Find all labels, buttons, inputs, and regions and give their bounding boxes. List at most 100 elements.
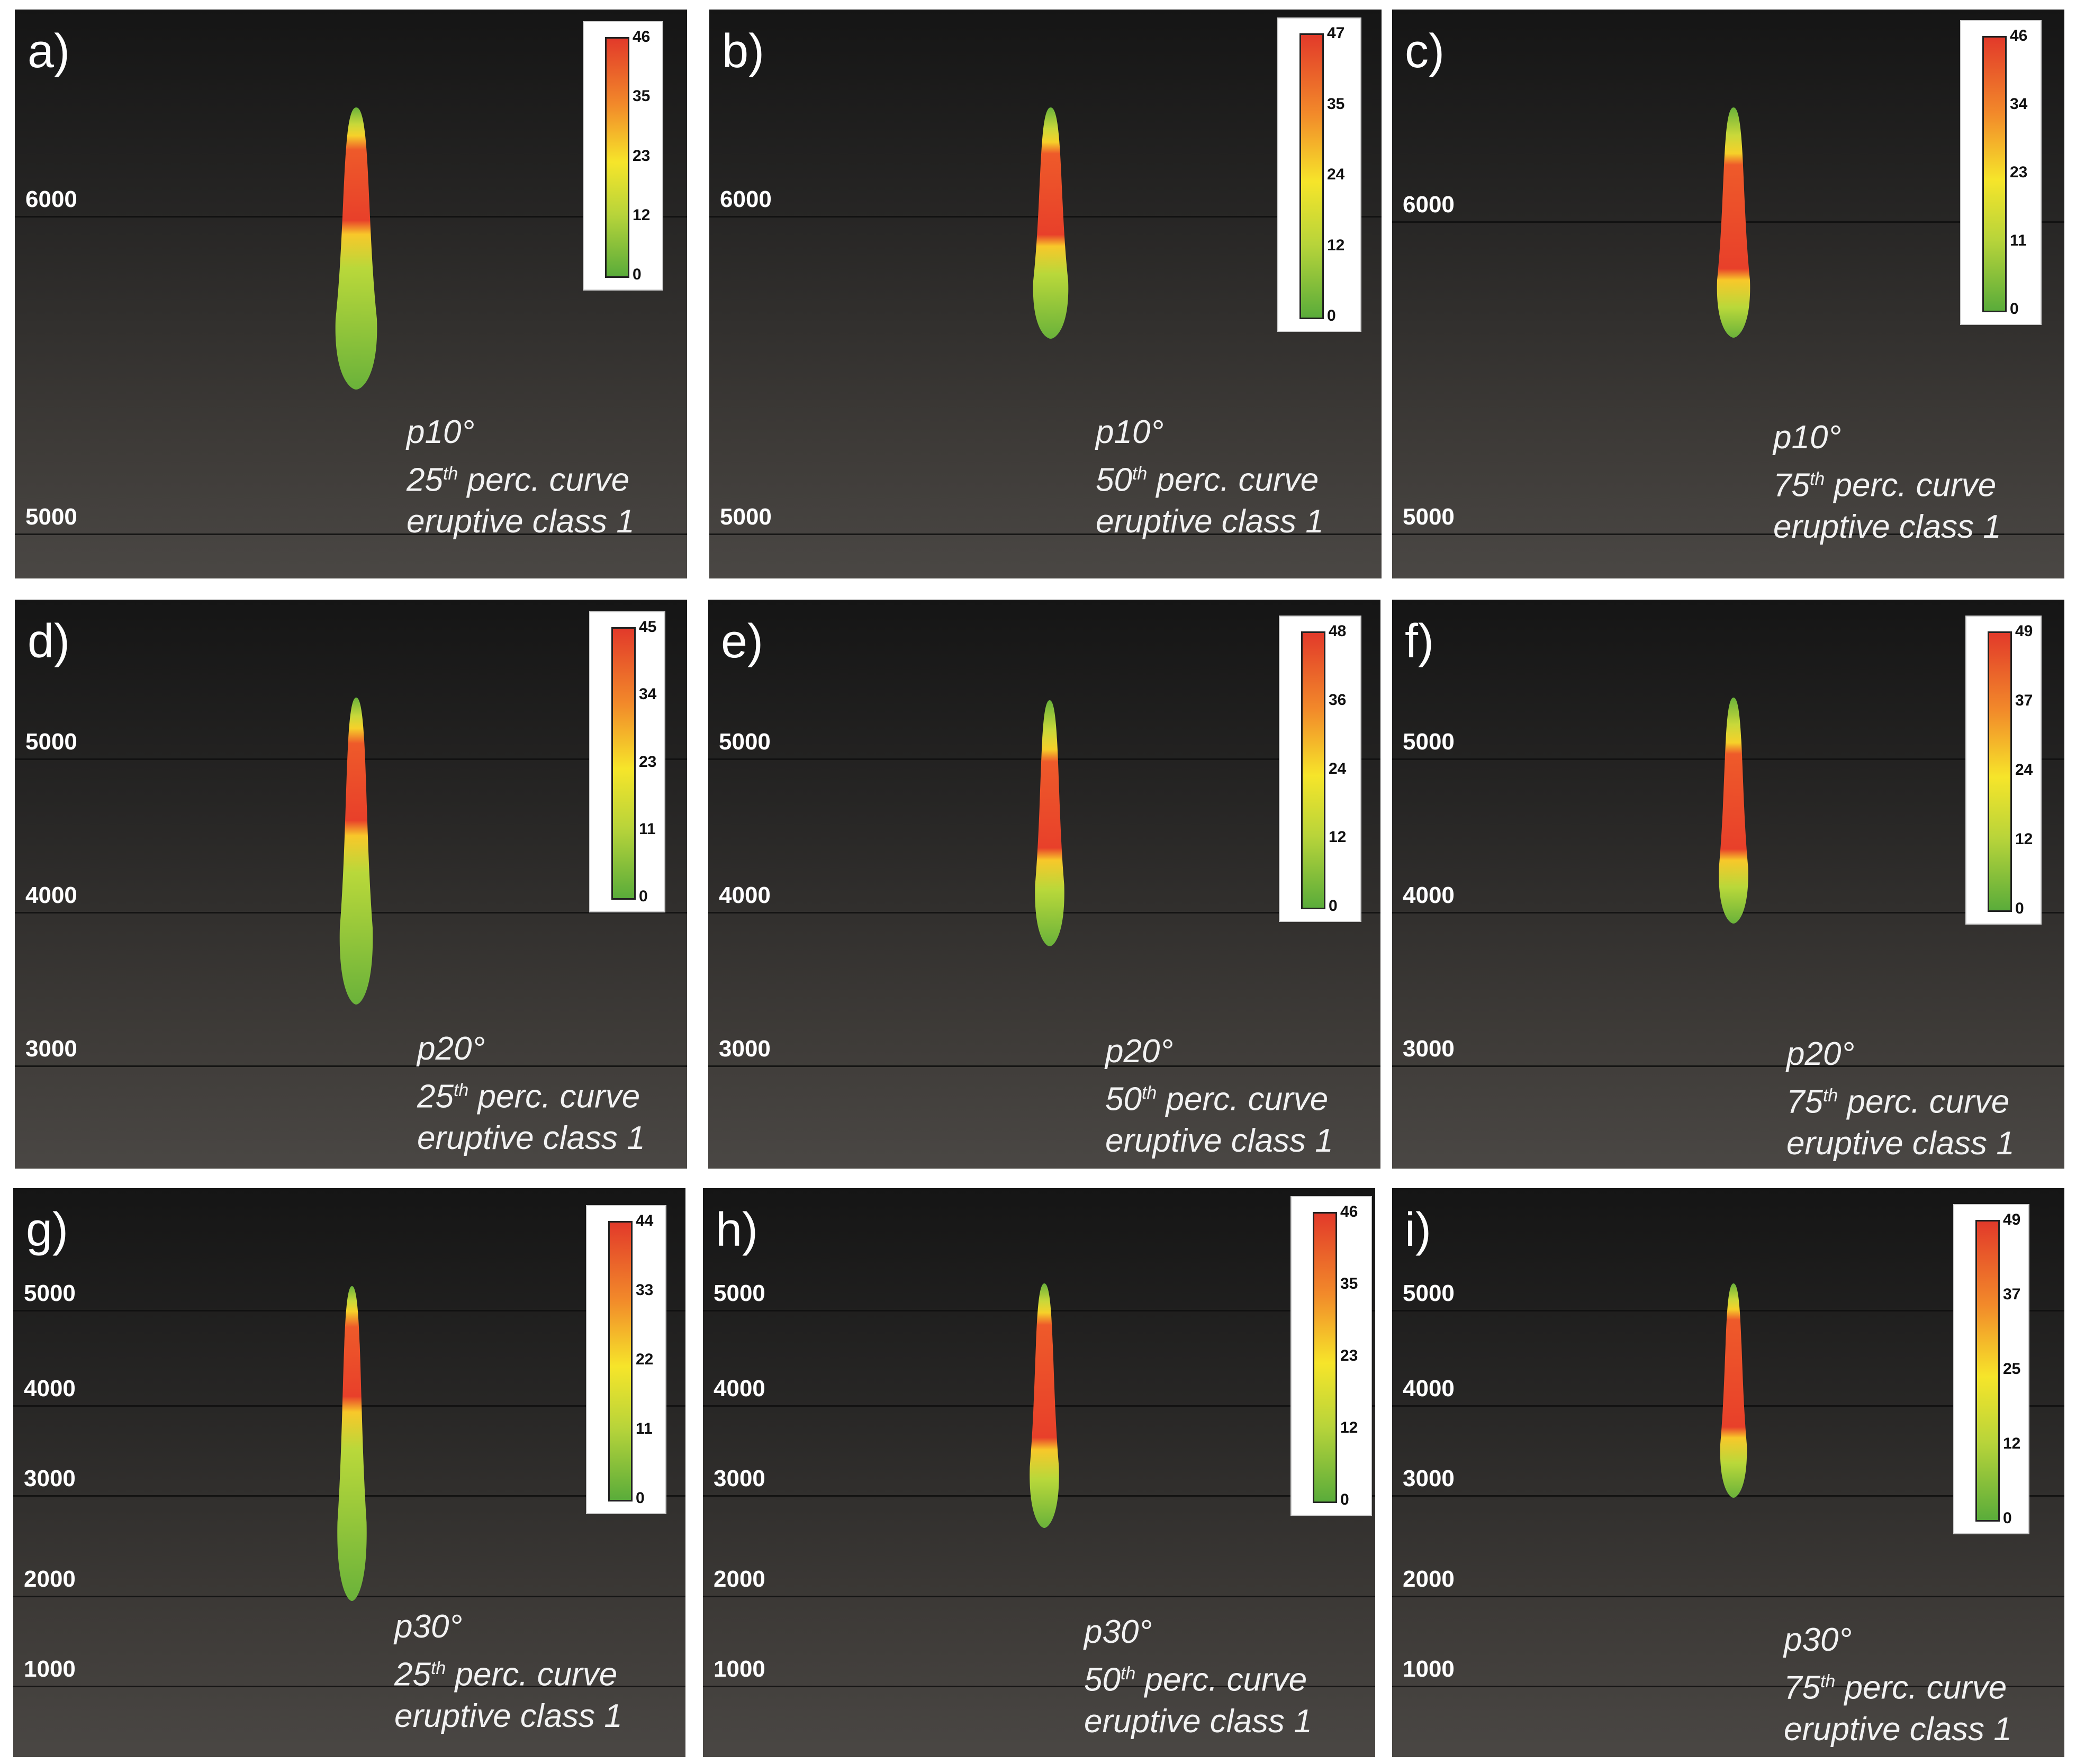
altitude-tick-label: 3000 [719,1036,771,1062]
color-scale-tick: 35 [633,87,651,105]
color-scale-tick: 46 [1340,1203,1358,1220]
altitude-gridline [703,1686,1375,1687]
caption-percentile-value: 50 [1096,462,1132,499]
caption-percentile: 75th perc. curve [1784,1661,2012,1709]
panel-label: d) [28,615,70,668]
panel-caption: p20° 75th perc. curve eruptive class 1 [1786,1034,2015,1164]
plume-shape [1030,1283,1059,1528]
caption-percentile-value: 75 [1773,467,1810,504]
color-scale-tick: 23 [2010,164,2028,181]
color-scale-tick: 0 [1340,1491,1349,1508]
altitude-tick-label: 5000 [24,1280,76,1306]
caption-angle: p10° [1773,419,1842,456]
color-scale-tick: 0 [2010,300,2019,318]
caption-eruptive-class: eruptive class 1 [1786,1125,2015,1162]
color-scale-bar [611,627,636,900]
panel-label: g) [26,1204,69,1256]
plume-shape [1719,698,1748,924]
altitude-tick-label: 3000 [24,1466,76,1491]
caption-percentile-value: 50 [1105,1081,1142,1118]
color-scale-bar [1313,1212,1337,1503]
color-scale-tick: 35 [1327,95,1345,113]
plume-shape [339,698,373,1005]
caption-percentile: 50th perc. curve [1096,453,1324,501]
caption-eruptive-class: eruptive class 1 [407,503,635,540]
panel-label: a) [28,25,70,78]
color-scale-tick: 25 [2003,1360,2021,1378]
plume-panel: 6000 5000 b) 47 35 24 12 0 p10° 50th perc. curve e… [709,10,1382,578]
altitude-tick-label: 5000 [25,504,77,530]
color-scale-legend: 49 37 25 12 0 [1953,1204,2029,1534]
altitude-gridline [1392,1596,2064,1597]
color-scale-tick: 49 [2003,1211,2021,1228]
altitude-tick-label: 4000 [714,1376,765,1401]
color-scale-tick: 0 [2003,1509,2012,1527]
color-scale-tick: 24 [1329,759,1347,777]
altitude-gridline [709,533,1382,535]
caption-percentile: 50th perc. curve [1105,1072,1333,1120]
plume-shape [337,1286,367,1601]
altitude-tick-label: 4000 [1403,882,1455,908]
caption-angle: p30° [394,1608,463,1645]
color-scale-tick: 11 [2010,232,2027,249]
caption-angle: p30° [1784,1622,1852,1658]
caption-percentile-value: 25 [407,462,443,499]
color-scale-tick: 0 [1327,307,1336,324]
color-scale-tick: 24 [1327,166,1345,183]
color-scale-bar [1299,33,1324,319]
altitude-tick-label: 5000 [714,1280,765,1306]
panel-caption: p10° 75th perc. curve eruptive class 1 [1773,417,2001,548]
panel-label: b) [722,25,765,78]
caption-percentile-value: 50 [1084,1661,1121,1698]
caption-percentile-suffix: th [443,464,458,484]
color-scale-legend: 44 33 22 11 0 [586,1205,666,1514]
caption-eruptive-class: eruptive class 1 [417,1119,645,1156]
altitude-tick-label: 5000 [720,504,772,530]
plume-concentration-shape [1035,700,1064,946]
color-scale-legend: 48 36 24 12 0 [1279,616,1361,922]
caption-angle: p30° [1084,1614,1152,1650]
color-scale-tick: 12 [633,206,651,224]
color-scale-bar [1982,36,2007,312]
caption-eruptive-class: eruptive class 1 [1105,1122,1333,1159]
altitude-tick-label: 4000 [719,882,771,908]
altitude-tick-label: 2000 [24,1566,76,1592]
panel-caption: p20° 25th perc. curve eruptive class 1 [417,1028,645,1159]
caption-curve-text: perc. curve [1147,462,1319,499]
caption-percentile-suffix: th [1809,469,1825,489]
altitude-tick-label: 3000 [25,1036,77,1062]
color-scale-tick: 37 [2015,692,2033,709]
altitude-tick-label: 5000 [25,729,77,755]
caption-percentile-suffix: th [1120,1663,1136,1684]
caption-eruptive-class: eruptive class 1 [1773,508,2001,545]
altitude-tick-label: 4000 [25,882,77,908]
altitude-tick-label: 1000 [24,1656,76,1682]
color-scale-legend: 46 34 23 11 0 [1960,20,2042,325]
altitude-tick-label: 5000 [1403,729,1455,755]
color-scale-tick: 0 [639,888,648,905]
altitude-tick-label: 4000 [1403,1376,1455,1401]
caption-percentile: 75th perc. curve [1786,1075,2015,1123]
color-scale-tick: 47 [1327,24,1345,42]
color-scale-tick: 11 [636,1420,653,1437]
plume-concentration-shape [339,698,373,1005]
color-scale-legend: 46 35 23 12 0 [583,21,663,291]
color-scale-tick: 23 [639,753,657,771]
caption-angle: p20° [1105,1033,1174,1070]
altitude-tick-label: 6000 [1403,192,1455,218]
caption-curve-text: perc. curve [468,1078,640,1115]
color-scale-tick: 34 [639,685,657,703]
caption-percentile-value: 25 [417,1078,454,1115]
panel-caption: p30° 75th perc. curve eruptive class 1 [1784,1620,2012,1750]
caption-percentile-suffix: th [1822,1085,1838,1106]
color-scale-legend: 47 35 24 12 0 [1277,17,1361,332]
color-scale-legend: 46 35 23 12 0 [1290,1196,1372,1516]
color-scale-tick: 46 [2010,27,2028,44]
caption-percentile: 25th perc. curve [417,1070,645,1118]
caption-curve-text: perc. curve [458,462,630,499]
color-scale-tick: 46 [633,28,651,46]
altitude-tick-label: 6000 [25,186,77,212]
panel-label: f) [1405,615,1434,668]
altitude-gridline [708,1065,1380,1067]
color-scale-tick: 44 [636,1212,654,1229]
